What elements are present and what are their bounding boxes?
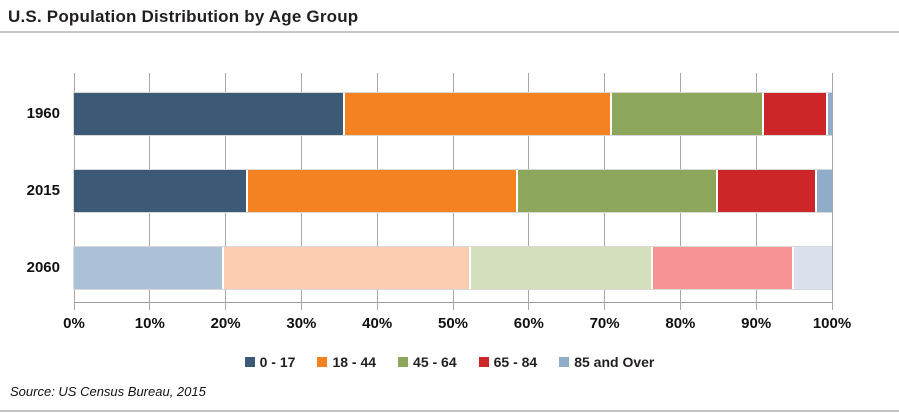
source-note: Source: US Census Bureau, 2015 — [10, 384, 206, 399]
x-tick-label-0%: 0% — [63, 315, 85, 332]
x-tick-label-20%: 20% — [210, 315, 241, 332]
legend-label: 18 - 44 — [332, 354, 377, 370]
bar-segment-2060-0-17 — [74, 247, 225, 289]
legend: 0 - 17 18 - 44 45 - 64 65 - 84 85 and Over — [0, 351, 899, 373]
bar-segment-2060-85andOver — [794, 247, 832, 289]
x-tick-label-60%: 60% — [513, 315, 544, 332]
x-tick-label-40%: 40% — [362, 315, 393, 332]
x-tick-label-80%: 80% — [665, 315, 696, 332]
bar-segment-2060-45-64 — [471, 247, 654, 289]
x-tick-label-30%: 30% — [286, 315, 317, 332]
y-axis-label-2060: 2060 — [26, 259, 60, 276]
bar-segment-1960-65-84 — [763, 93, 829, 135]
legend-label: 45 - 64 — [413, 354, 457, 370]
bar-row-2015 — [74, 170, 832, 212]
bar-segment-2015-0-17 — [74, 170, 248, 212]
page-title: U.S. Population Distribution by Age Grou… — [8, 7, 359, 26]
bar-row-2060 — [74, 247, 832, 289]
legend-item-18-44: 18 - 44 — [317, 354, 376, 370]
x-tick-label-70%: 70% — [589, 315, 620, 332]
y-axis-label-1960: 1960 — [26, 105, 60, 122]
bar-segment-1960-45-64 — [612, 93, 764, 135]
bar-segment-1960-0-17 — [74, 93, 345, 135]
y-axis-label-2015: 2015 — [26, 182, 60, 199]
bar-row-1960 — [74, 93, 832, 135]
bottom-divider — [0, 410, 899, 412]
gridline-100% — [831, 73, 833, 310]
legend-item-45-64: 45 - 64 — [398, 354, 457, 370]
legend-label: 85 and Over — [574, 354, 655, 370]
bar-segment-1960-18-44 — [344, 93, 613, 135]
x-tick-label-90%: 90% — [741, 315, 772, 332]
title-divider — [0, 31, 899, 33]
legend-swatch-icon — [478, 357, 489, 367]
legend-label: 65 - 84 — [493, 354, 538, 370]
legend-item-85andOver: 85 and Over — [559, 354, 654, 370]
x-tick-label-10%: 10% — [134, 315, 165, 332]
x-tick-label-50%: 50% — [437, 315, 469, 332]
legend-swatch-icon — [398, 357, 409, 367]
legend-swatch-icon — [317, 357, 328, 367]
legend-swatch-icon — [244, 357, 255, 367]
plot-area: 0% 10% 20% 30% 40% 50% 60% 70% 80% 90% 100% 1960 201… — [27, 73, 851, 332]
bar-segment-2015-65-84 — [718, 170, 817, 212]
bar-segment-2015-18-44 — [247, 170, 519, 212]
legend-item-0-17: 0 - 17 — [244, 354, 296, 370]
legend-swatch-icon — [559, 357, 570, 367]
legend-item-65-84: 65 - 84 — [478, 354, 538, 370]
bar-segment-2015-85andOver — [816, 170, 832, 212]
x-tick-label-100%: 100% — [812, 315, 852, 332]
bar-segment-2015-45-64 — [518, 170, 719, 212]
bar-segment-2060-65-84 — [653, 247, 795, 289]
bar-segment-1960-85andOver — [828, 93, 832, 135]
legend-label: 0 - 17 — [259, 354, 296, 370]
bar-segment-2060-18-44 — [224, 247, 472, 289]
